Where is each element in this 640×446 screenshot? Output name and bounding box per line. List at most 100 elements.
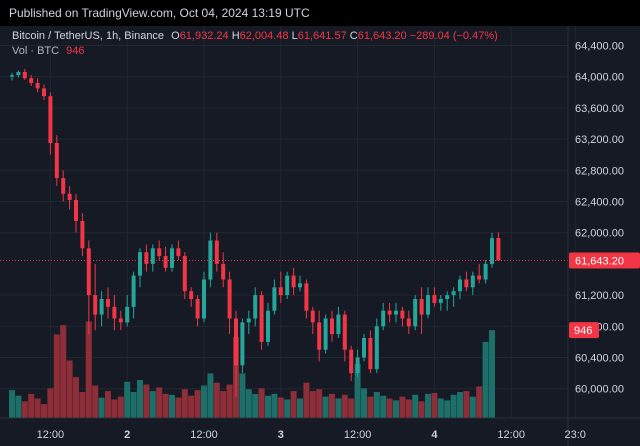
volume-bar [66,360,73,418]
candle-body [304,283,309,311]
high-value: 62,004.48 [239,30,289,42]
volume-bar [53,334,60,418]
candle-body [477,275,482,280]
volume-bar [41,404,47,418]
y-tick-label: 61,200.00 [575,290,624,302]
candle-body [214,240,219,264]
volume-bar [181,389,188,418]
volume-bar [213,382,220,418]
candle-body [35,82,40,89]
volume-bar [92,385,99,418]
volume-bar [393,400,399,418]
volume-bar [265,395,271,418]
volume-bar [117,396,124,418]
y-tick-label: 60,400.00 [575,353,624,365]
candle-body [125,306,130,323]
volume-bar [21,401,28,418]
x-tick-label: 23:0 [564,429,585,441]
volume-bar [156,387,163,418]
candle-body [349,349,354,374]
candle-body [451,291,456,296]
volume-label[interactable]: Vol · BTC [12,45,60,57]
volume-bar [354,364,361,418]
volume-bar [290,391,297,418]
candle-body [10,75,14,77]
volume-bar [335,398,342,418]
change-value: −289.04 (−0.47%) [409,30,498,42]
volume-bar [284,399,291,418]
close-label: C [349,30,358,42]
volume-bar [476,386,483,418]
candle-body [362,338,366,358]
volume-bar [9,390,15,418]
symbol-label[interactable]: Bitcoin / TetherUS, 1h, Binance [12,30,165,42]
y-tick-label: 62,400.00 [575,197,624,209]
chart-area[interactable]: 64,400.00 64,000.00 63,600.00 63,200.00 62,8… [0,26,640,446]
candle-body [150,248,155,264]
candle-body [368,338,373,370]
volume-bar [399,396,406,418]
volume-bar [252,393,259,418]
volume-bar [130,392,137,418]
volume-bar [489,330,495,418]
volume-bar [463,391,470,418]
candle-body [74,199,78,221]
candle-body [163,256,168,268]
candle-body [298,283,302,288]
candlestick-chart[interactable]: 64,400.00 64,000.00 63,600.00 63,200.00 62,8… [0,26,640,446]
close-value: 61,643.20 [357,30,407,42]
candle-body [496,238,501,261]
volume-bar [361,388,367,418]
volume-bar [73,377,79,418]
volume-bar [85,321,92,418]
candle-body [131,275,136,307]
volume-bar [373,392,380,418]
volume-bar [277,397,284,418]
candle-body [259,295,264,342]
candle-body [182,256,187,292]
volume-bar [28,393,35,418]
volume-bar [47,388,54,418]
candle-body [93,295,98,315]
low-label: L [291,30,298,42]
candle-body [221,263,226,280]
volume-bar [188,395,195,418]
last-price-badge [569,252,640,269]
candle-body [61,178,66,194]
candle-body [227,279,232,319]
candle-body [99,299,104,315]
candle-body [240,322,245,366]
candle-body [144,252,149,264]
candle-body [208,240,213,280]
candle-body [342,314,347,350]
candle-body [291,275,296,288]
volume-bar [316,389,323,418]
x-tick-label: 12:00 [344,429,372,441]
candle-body [138,252,142,276]
volume-bar [34,398,41,418]
chart-legend: Bitcoin / TetherUS, 1h, Binance O61,932.… [12,29,498,59]
y-tick-label: 60,000.00 [575,384,624,396]
volume-bar [258,388,265,418]
candle-body [490,238,494,264]
candle-body [355,357,360,374]
volume-bar [425,393,431,418]
candle-body [80,221,85,249]
volume-bar [143,384,150,418]
volume-value: 946 [66,45,85,57]
volume-bar [98,397,105,418]
y-tick-label: 63,600.00 [575,103,624,115]
volume-bar [322,396,329,418]
candle-body [394,310,398,315]
volume-bar [175,397,182,418]
volume-bar [207,373,214,418]
volume-bar [303,382,310,418]
volume-bar [226,384,233,418]
candle-body [317,322,322,350]
volume-bar [111,399,118,418]
candle-body [336,314,341,335]
volume-bar [162,393,169,418]
last-price-label: 61,643.20 [575,256,624,268]
candle-body [246,318,251,323]
volume-bar [271,393,278,418]
